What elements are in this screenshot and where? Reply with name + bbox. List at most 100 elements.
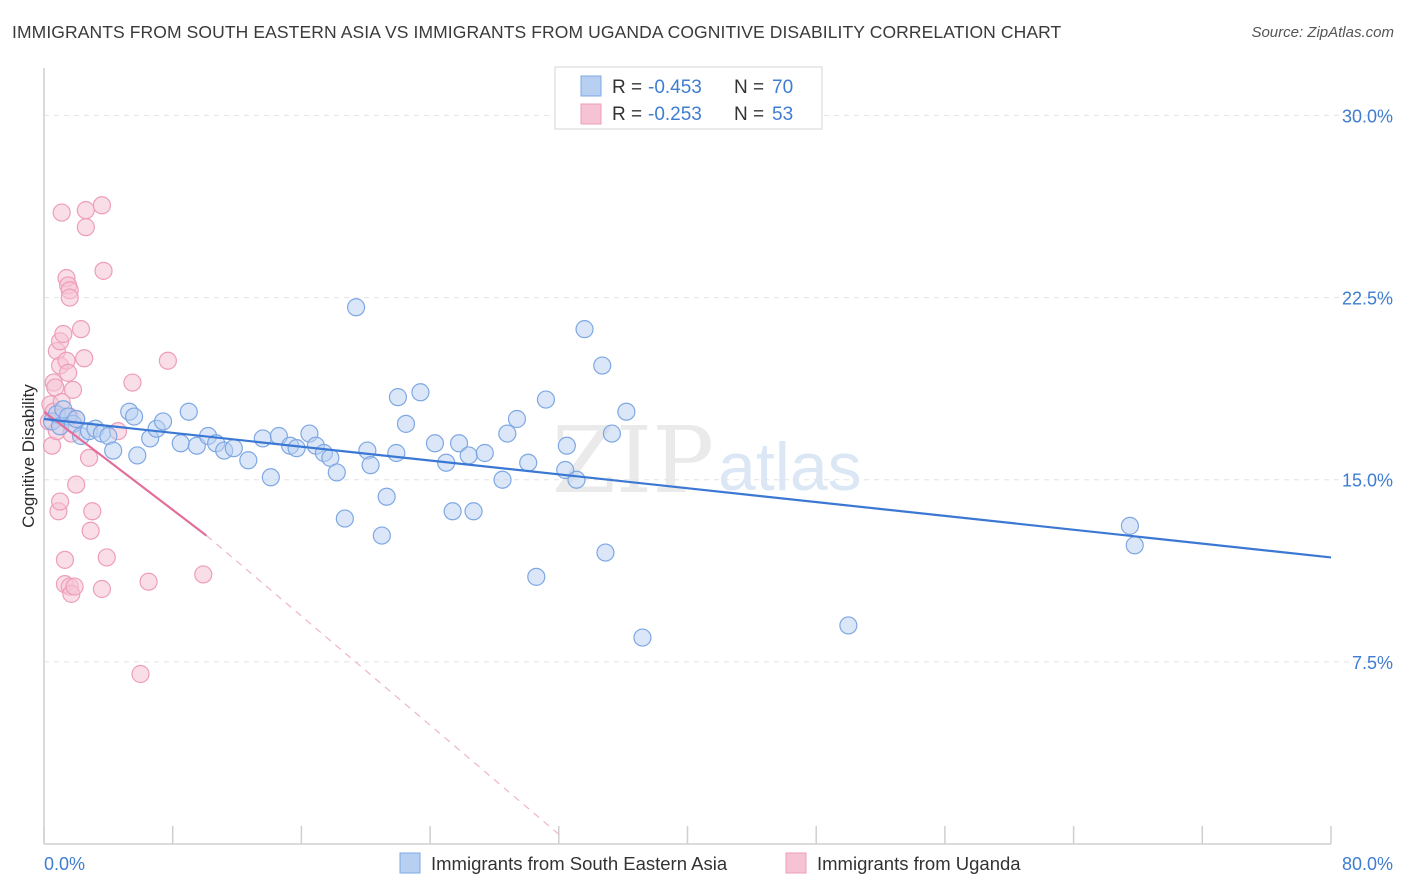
uganda-point bbox=[139, 572, 158, 591]
sea-point bbox=[493, 470, 512, 489]
sea-point bbox=[519, 453, 538, 472]
legend-r-label-1: R = bbox=[612, 77, 642, 98]
sea-point bbox=[239, 451, 258, 470]
x-tick-label-min: 0.0% bbox=[44, 854, 85, 874]
uganda-point bbox=[60, 288, 79, 307]
sea-point bbox=[224, 439, 243, 458]
uganda-point bbox=[55, 550, 75, 569]
sea-point bbox=[617, 402, 636, 421]
sea-point bbox=[449, 434, 469, 453]
sea-point bbox=[396, 414, 416, 433]
uganda-point bbox=[92, 196, 112, 215]
sea-trend-line bbox=[43, 417, 1332, 559]
legend-swatch-blue bbox=[580, 75, 602, 97]
sea-point bbox=[593, 356, 612, 375]
sea-point bbox=[327, 463, 346, 482]
trend-lines bbox=[43, 410, 1332, 835]
sea-point bbox=[335, 509, 354, 528]
y-tick-label: 15.0% bbox=[1342, 471, 1393, 491]
uganda-point bbox=[59, 363, 78, 382]
uganda-point bbox=[131, 664, 150, 684]
series-legend: Immigrants from South Eastern Asia Immig… bbox=[399, 852, 1021, 874]
uganda-point bbox=[75, 349, 94, 368]
sea-point bbox=[377, 487, 396, 506]
legend-label-uganda: Immigrants from Uganda bbox=[817, 853, 1021, 874]
uganda-point bbox=[81, 521, 100, 540]
sea-point bbox=[602, 424, 621, 443]
sea-points bbox=[42, 298, 1144, 647]
sea-point bbox=[171, 434, 190, 453]
y-tick-label: 22.5% bbox=[1342, 289, 1393, 309]
sea-point bbox=[261, 468, 280, 487]
sea-point bbox=[372, 526, 391, 545]
sea-point bbox=[839, 616, 858, 635]
uganda-trend-extension bbox=[206, 535, 560, 835]
sea-point bbox=[459, 446, 478, 465]
legend-swatch-uganda bbox=[785, 852, 807, 874]
sea-point bbox=[287, 439, 306, 458]
sea-point bbox=[633, 628, 652, 647]
sea-point bbox=[128, 446, 147, 465]
y-axis-tick-labels: 7.5% 15.0% 22.5% 30.0% bbox=[1342, 106, 1393, 672]
uganda-point bbox=[97, 548, 116, 567]
uganda-point bbox=[52, 203, 71, 222]
uganda-points bbox=[39, 196, 213, 684]
legend-r-label-2: R = bbox=[612, 104, 642, 125]
sea-point bbox=[575, 320, 594, 339]
uganda-trend-line bbox=[43, 410, 208, 537]
legend-n-label-2: N = bbox=[734, 104, 764, 125]
legend-r-value-1: -0.453 bbox=[648, 77, 702, 98]
legend-swatch-sea bbox=[399, 852, 421, 874]
sea-point bbox=[507, 409, 527, 429]
uganda-point bbox=[92, 579, 112, 599]
uganda-point bbox=[194, 565, 213, 584]
sea-point bbox=[388, 388, 408, 407]
sea-point bbox=[411, 383, 430, 402]
stats-legend: R = -0.453 N = 70 R = -0.253 N = 53 bbox=[554, 66, 823, 130]
legend-label-sea: Immigrants from South Eastern Asia bbox=[431, 853, 728, 874]
legend-swatch-pink bbox=[580, 103, 602, 125]
uganda-point bbox=[54, 324, 73, 344]
y-tick-label: 30.0% bbox=[1342, 106, 1393, 126]
y-axis-label: Cognitive Disability bbox=[19, 384, 38, 528]
x-axis-ticks bbox=[43, 826, 1332, 844]
uganda-point bbox=[63, 380, 83, 399]
sea-point bbox=[443, 502, 462, 521]
sea-point bbox=[557, 436, 576, 455]
sea-point bbox=[464, 502, 483, 521]
legend-r-value-2: -0.253 bbox=[648, 104, 702, 125]
sea-point bbox=[346, 298, 366, 317]
sea-point bbox=[387, 443, 406, 463]
y-tick-label: 7.5% bbox=[1352, 653, 1393, 673]
sea-point bbox=[536, 390, 556, 409]
sea-point bbox=[425, 434, 445, 453]
uganda-point bbox=[79, 448, 99, 467]
watermark-zip: ZIP bbox=[552, 407, 714, 514]
uganda-point bbox=[71, 320, 91, 339]
chart-title: IMMIGRANTS FROM SOUTH EASTERN ASIA VS IM… bbox=[12, 22, 1062, 42]
uganda-point bbox=[76, 201, 95, 220]
sea-point bbox=[1125, 536, 1144, 555]
legend-n-value-2: 53 bbox=[772, 104, 793, 125]
uganda-point bbox=[65, 577, 84, 596]
watermark-atlas: atlas bbox=[718, 429, 862, 505]
uganda-point bbox=[94, 261, 113, 280]
sea-point bbox=[253, 429, 272, 448]
uganda-point bbox=[50, 492, 70, 511]
legend-n-label-1: N = bbox=[734, 77, 764, 98]
sea-point bbox=[153, 412, 173, 431]
x-tick-label-max: 80.0% bbox=[1342, 854, 1393, 874]
uganda-point bbox=[76, 218, 95, 237]
sea-point bbox=[596, 543, 615, 562]
sea-point bbox=[1120, 516, 1140, 535]
legend-n-value-1: 70 bbox=[772, 77, 793, 98]
uganda-point bbox=[123, 373, 142, 392]
uganda-point bbox=[83, 502, 102, 521]
grid-lines bbox=[44, 114, 1393, 663]
sea-point bbox=[104, 441, 123, 460]
sea-point bbox=[475, 443, 494, 463]
sea-point bbox=[361, 456, 380, 475]
source-label: Source: ZipAtlas.com bbox=[1251, 24, 1394, 41]
sea-point bbox=[124, 407, 144, 426]
